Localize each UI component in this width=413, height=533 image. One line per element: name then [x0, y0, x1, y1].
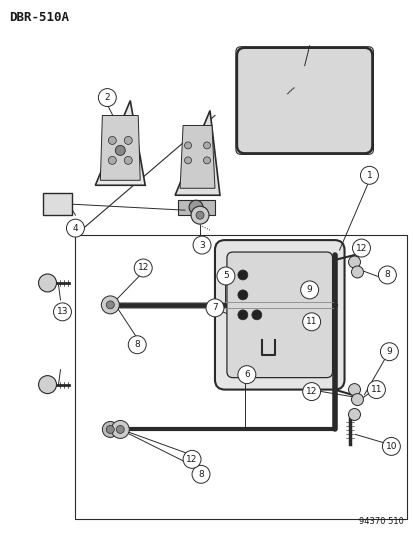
Circle shape [115, 146, 125, 156]
Text: 1: 1 [366, 171, 371, 180]
Circle shape [111, 421, 129, 439]
Text: 9: 9 [386, 347, 391, 356]
Bar [43, 193, 72, 215]
Text: 8: 8 [384, 270, 389, 279]
Circle shape [108, 156, 116, 164]
Circle shape [380, 343, 397, 361]
Text: 5: 5 [223, 271, 228, 280]
Circle shape [348, 408, 360, 421]
Circle shape [190, 206, 209, 224]
Text: 12: 12 [305, 387, 317, 396]
Circle shape [206, 299, 223, 317]
Circle shape [38, 274, 56, 292]
Text: 10: 10 [385, 442, 396, 451]
Text: 7: 7 [211, 303, 217, 312]
Circle shape [53, 303, 71, 321]
Text: 8: 8 [198, 470, 204, 479]
Circle shape [192, 465, 209, 483]
Text: /: / [285, 85, 292, 96]
Circle shape [108, 136, 116, 144]
Text: 4: 4 [72, 224, 78, 232]
Circle shape [184, 142, 191, 149]
Circle shape [382, 438, 399, 455]
Circle shape [367, 381, 385, 399]
Circle shape [38, 376, 56, 393]
Circle shape [203, 157, 210, 164]
Circle shape [348, 384, 360, 395]
Circle shape [124, 156, 132, 164]
Circle shape [106, 425, 114, 433]
Circle shape [348, 256, 360, 268]
Circle shape [302, 383, 320, 400]
Text: 2: 2 [104, 93, 110, 102]
Circle shape [377, 266, 395, 284]
Circle shape [116, 425, 124, 433]
Circle shape [351, 393, 363, 406]
Polygon shape [180, 125, 214, 188]
Text: 12: 12 [186, 455, 197, 464]
Circle shape [216, 267, 234, 285]
Circle shape [106, 301, 114, 309]
Circle shape [128, 336, 146, 354]
Text: 3: 3 [199, 240, 204, 249]
Polygon shape [178, 200, 214, 215]
Text: 8: 8 [134, 340, 140, 349]
Circle shape [196, 211, 204, 219]
Circle shape [183, 450, 201, 469]
Polygon shape [175, 110, 219, 195]
FancyBboxPatch shape [236, 48, 372, 154]
Circle shape [102, 297, 118, 313]
Circle shape [300, 281, 318, 299]
Circle shape [237, 310, 247, 320]
Text: 11: 11 [305, 317, 317, 326]
Text: 11: 11 [370, 385, 381, 394]
Circle shape [351, 239, 370, 257]
Circle shape [237, 270, 247, 280]
Circle shape [203, 142, 210, 149]
Text: 12: 12 [137, 263, 149, 272]
Text: 6: 6 [243, 370, 249, 379]
Circle shape [192, 236, 211, 254]
Polygon shape [100, 116, 140, 180]
Circle shape [237, 290, 247, 300]
Circle shape [237, 366, 255, 384]
Circle shape [66, 219, 84, 237]
FancyBboxPatch shape [226, 252, 332, 377]
Text: 9: 9 [306, 285, 312, 294]
Circle shape [184, 157, 191, 164]
Circle shape [302, 313, 320, 331]
Circle shape [251, 310, 261, 320]
Circle shape [134, 259, 152, 277]
Circle shape [360, 166, 377, 184]
Circle shape [112, 422, 128, 438]
Polygon shape [95, 101, 145, 185]
Text: 13: 13 [57, 308, 68, 317]
Text: 94370 510: 94370 510 [358, 517, 404, 526]
Circle shape [351, 266, 363, 278]
FancyBboxPatch shape [214, 240, 344, 390]
Circle shape [124, 136, 132, 144]
Circle shape [102, 422, 118, 438]
Circle shape [189, 200, 202, 214]
Text: 12: 12 [355, 244, 366, 253]
Text: DBR-510A: DBR-510A [9, 11, 69, 24]
Circle shape [98, 88, 116, 107]
Circle shape [101, 296, 119, 314]
